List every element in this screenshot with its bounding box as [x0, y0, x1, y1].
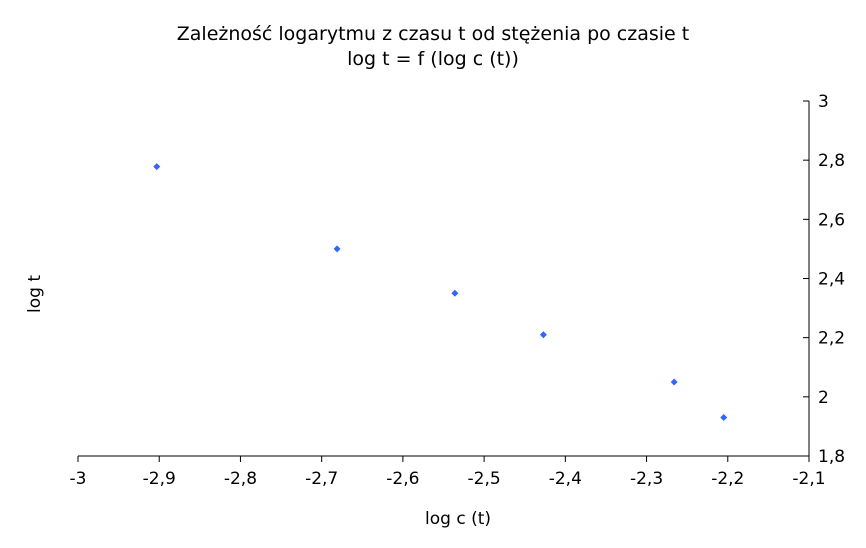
x-tick-label: -2,3: [630, 469, 663, 489]
data-point: [670, 378, 678, 386]
y-tick-label: 2,8: [818, 151, 845, 171]
y-tick-label: 2,6: [818, 210, 845, 230]
x-tick-label: -3: [70, 469, 87, 489]
data-point: [153, 163, 161, 171]
chart-subtitle: log t = f (log c (t)): [347, 48, 519, 70]
data-point: [720, 414, 728, 422]
x-tick-label: -2,7: [305, 469, 338, 489]
x-tick-label: -2,6: [386, 469, 419, 489]
y-tick-label: 1,8: [818, 447, 845, 467]
x-tick-label: -2,9: [143, 469, 176, 489]
y-tick-label: 3: [818, 92, 829, 112]
y-tick-label: 2,4: [818, 270, 845, 290]
y-tick-label: 2: [818, 388, 829, 408]
chart-title: Zależność logarytmu z czasu t od stężeni…: [176, 23, 690, 45]
data-point: [333, 245, 341, 253]
x-axis-title: log c (t): [425, 509, 491, 529]
data-points: [153, 163, 728, 422]
x-tick-label: -2,1: [792, 469, 825, 489]
y-tick-label: 2,2: [818, 329, 845, 349]
data-point: [451, 289, 459, 297]
x-tick-label: -2,8: [224, 469, 257, 489]
y-axis-title: log t: [25, 275, 45, 313]
axes: -3 -2,9 -2,8 -2,7 -2,6 -2,5 -2,4 -2,3 -2,2 -2,11,…: [70, 92, 846, 489]
x-tick-label: -2,2: [711, 469, 744, 489]
x-tick-label: -2,5: [468, 469, 501, 489]
data-point: [539, 331, 547, 339]
x-tick-label: -2,4: [549, 469, 582, 489]
